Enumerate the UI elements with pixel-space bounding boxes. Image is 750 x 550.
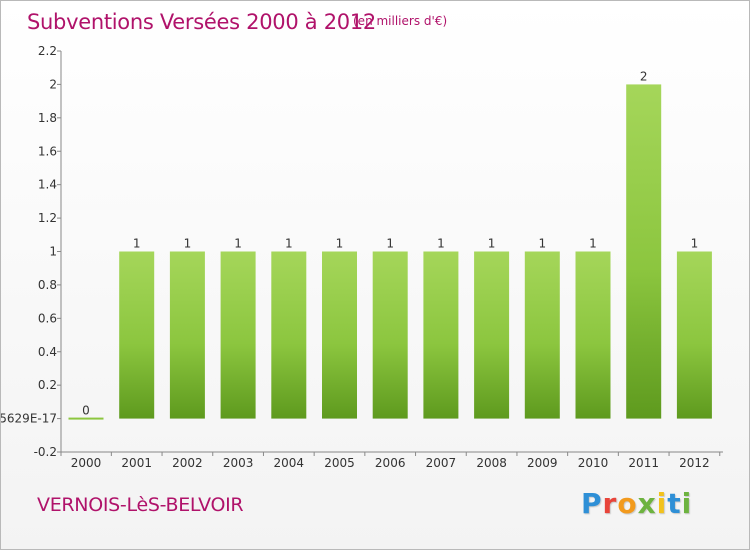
y-tick-label: 0.8: [38, 278, 57, 292]
data-label: 1: [488, 237, 496, 251]
x-tick-label: 2011: [628, 456, 659, 470]
x-tick-label: 2009: [527, 456, 558, 470]
bar: [524, 251, 560, 419]
data-label: 1: [184, 237, 192, 251]
data-label: 1: [133, 237, 141, 251]
bar: [220, 251, 256, 419]
data-label: 1: [589, 237, 597, 251]
y-tick-label: 1.4: [38, 178, 57, 192]
logo-letter: i: [656, 487, 668, 520]
y-tick-label: 1.5629E-17: [1, 412, 57, 426]
y-tick-label: 0.4: [38, 345, 57, 359]
x-tick-label: 2007: [426, 456, 457, 470]
y-tick-label: 2.2: [38, 44, 57, 58]
chart-subtitle: (en milliers d'€): [353, 14, 448, 28]
x-tick-label: 2004: [274, 456, 305, 470]
bar: [119, 251, 155, 419]
bar: [68, 417, 104, 420]
bar: [169, 251, 205, 419]
y-tick-label: 1.2: [38, 211, 57, 225]
data-label: 0: [82, 404, 90, 418]
bar: [322, 251, 357, 419]
x-tick-label: 2000: [71, 456, 102, 470]
data-label: 1: [336, 237, 344, 251]
x-tick-label: 2006: [375, 456, 406, 470]
data-label: 1: [437, 237, 445, 251]
logo-letter: i: [681, 487, 693, 520]
x-tick-label: 2010: [578, 456, 609, 470]
logo-letter: t: [667, 487, 682, 520]
y-tick-label: -0.2: [34, 445, 57, 459]
proxiti-logo: Proxiti: [581, 487, 692, 520]
y-tick-label: 1.6: [38, 144, 57, 158]
data-label: 1: [691, 237, 699, 251]
data-label: 1: [386, 237, 394, 251]
x-tick-label: 2012: [679, 456, 710, 470]
data-label: 2: [640, 69, 648, 83]
y-tick-label: 1.8: [38, 111, 57, 125]
y-tick-label: 2: [49, 77, 57, 91]
x-tick-label: 2002: [172, 456, 203, 470]
bar: [271, 251, 307, 419]
bar: [372, 251, 408, 419]
y-tick-label: 1: [49, 245, 57, 259]
x-tick-label: 2003: [223, 456, 254, 470]
data-label: 1: [234, 237, 242, 251]
bar: [474, 251, 510, 419]
bar: [626, 84, 662, 419]
data-label: 1: [538, 237, 546, 251]
data-label: 1: [285, 237, 293, 251]
logo-letter: x: [637, 487, 657, 520]
bar: [423, 251, 459, 419]
commune-name: VERNOIS-LèS-BELVOIR: [37, 494, 244, 516]
y-tick-label: 0.6: [38, 311, 57, 325]
x-tick-label: 2001: [121, 456, 152, 470]
bar: [676, 251, 712, 419]
y-tick-label: 0.2: [38, 378, 57, 392]
logo-letter: o: [617, 487, 638, 520]
bar: [575, 251, 611, 419]
logo-letter: P: [581, 487, 603, 520]
x-tick-label: 2005: [324, 456, 355, 470]
logo-letter: r: [602, 487, 618, 520]
x-tick-label: 2008: [476, 456, 507, 470]
chart-title: Subventions Versées 2000 à 2012: [27, 10, 376, 34]
